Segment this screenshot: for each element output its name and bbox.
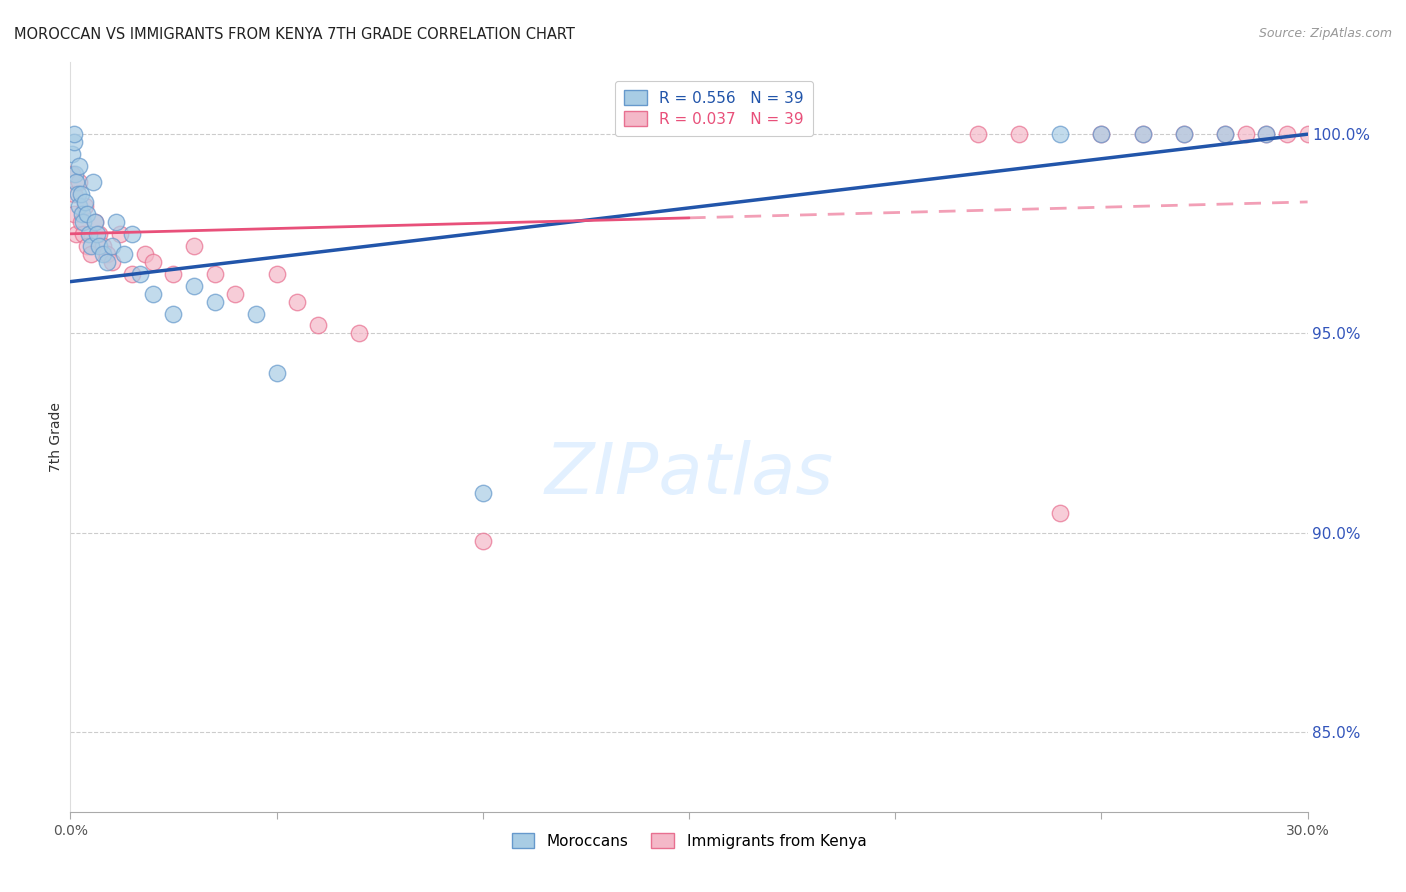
Point — [104, 215, 127, 229]
Point — [1090, 127, 1112, 141]
Point — [77, 227, 100, 241]
Point — [84, 215, 107, 229]
Point — [1213, 127, 1236, 141]
Point — [245, 306, 267, 320]
Point — [62, 186, 84, 201]
Point — [72, 227, 94, 241]
Point — [65, 227, 87, 241]
Point — [204, 267, 226, 281]
Point — [307, 318, 329, 333]
Point — [142, 286, 165, 301]
Point — [1049, 127, 1071, 141]
Point — [66, 186, 89, 201]
Point — [121, 267, 143, 281]
Point — [89, 227, 111, 241]
Point — [80, 246, 103, 260]
Point — [108, 227, 131, 241]
Point — [1234, 127, 1257, 141]
Point — [84, 215, 107, 229]
Point — [63, 207, 86, 221]
Point — [76, 239, 98, 253]
Point — [96, 246, 118, 260]
Point — [1132, 127, 1154, 141]
Point — [224, 286, 246, 301]
Point — [69, 215, 91, 229]
Point — [1296, 127, 1319, 141]
Point — [183, 278, 205, 293]
Text: MOROCCAN VS IMMIGRANTS FROM KENYA 7TH GRADE CORRELATION CHART: MOROCCAN VS IMMIGRANTS FROM KENYA 7TH GR… — [14, 27, 575, 42]
Point — [73, 199, 96, 213]
Point — [89, 239, 111, 253]
Point — [65, 175, 87, 189]
Point — [1008, 127, 1031, 141]
Point — [204, 294, 226, 309]
Point — [100, 239, 122, 253]
Point — [67, 159, 90, 173]
Point — [183, 239, 205, 253]
Point — [1049, 506, 1071, 520]
Point — [471, 486, 494, 500]
Point — [1173, 127, 1195, 141]
Point — [60, 147, 83, 161]
Point — [82, 175, 104, 189]
Point — [162, 267, 184, 281]
Point — [1256, 127, 1278, 141]
Point — [76, 207, 98, 221]
Point — [129, 267, 152, 281]
Point — [69, 186, 91, 201]
Y-axis label: 7th Grade: 7th Grade — [49, 402, 63, 472]
Point — [347, 326, 370, 341]
Point — [60, 167, 83, 181]
Point — [112, 246, 135, 260]
Point — [966, 127, 988, 141]
Point — [72, 215, 94, 229]
Point — [285, 294, 308, 309]
Point — [266, 267, 288, 281]
Point — [1173, 127, 1195, 141]
Point — [266, 367, 288, 381]
Point — [86, 227, 108, 241]
Point — [67, 175, 90, 189]
Point — [65, 167, 87, 181]
Point — [1132, 127, 1154, 141]
Point — [134, 246, 156, 260]
Point — [121, 227, 143, 241]
Point — [1256, 127, 1278, 141]
Point — [1275, 127, 1298, 141]
Point — [70, 207, 93, 221]
Text: Source: ZipAtlas.com: Source: ZipAtlas.com — [1258, 27, 1392, 40]
Legend: Moroccans, Immigrants from Kenya: Moroccans, Immigrants from Kenya — [503, 826, 875, 856]
Point — [142, 254, 165, 268]
Point — [471, 533, 494, 548]
Point — [63, 127, 86, 141]
Text: ZIPatlas: ZIPatlas — [544, 440, 834, 509]
Point — [91, 246, 114, 260]
Point — [91, 239, 114, 253]
Point — [1213, 127, 1236, 141]
Point — [100, 254, 122, 268]
Point — [73, 194, 96, 209]
Point — [1090, 127, 1112, 141]
Point — [67, 199, 90, 213]
Point — [80, 239, 103, 253]
Point — [62, 135, 84, 149]
Point — [162, 306, 184, 320]
Point — [96, 254, 118, 268]
